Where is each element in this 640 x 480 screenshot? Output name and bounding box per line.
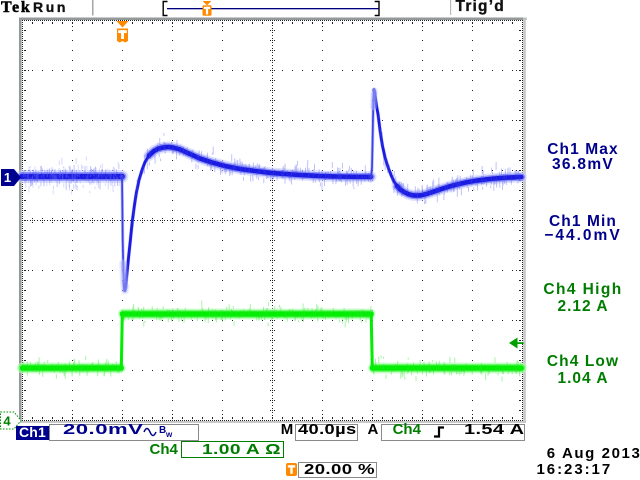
svg-text:B: B [159, 425, 166, 436]
svg-text:4: 4 [3, 414, 11, 429]
svg-text:1: 1 [4, 170, 11, 185]
svg-text:w: w [165, 430, 173, 439]
